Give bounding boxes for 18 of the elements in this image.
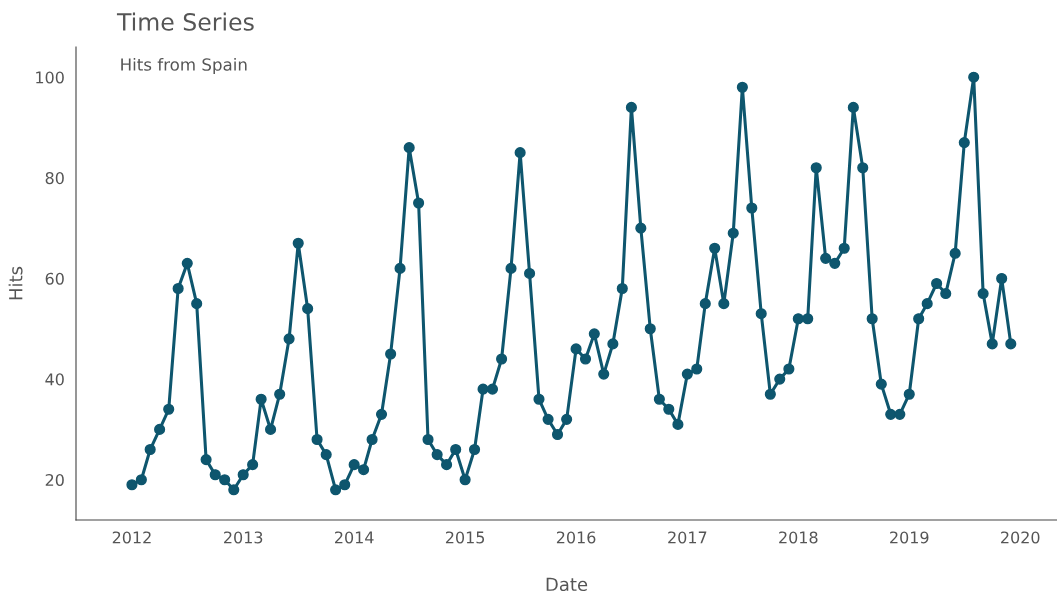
x-tick-label: 2015: [445, 531, 485, 544]
y-tick-label: 20: [45, 473, 64, 487]
x-tick-label: 2016: [556, 531, 596, 544]
x-tick-label: 2014: [335, 531, 374, 544]
x-tick-label: 2013: [224, 531, 263, 544]
y-tick-label: 100: [36, 71, 64, 84]
y-tick-label: 60: [45, 272, 64, 285]
y-tick-label: 40: [45, 373, 64, 386]
x-tick-label: 2020: [1001, 531, 1040, 544]
chart-title: Time Series: [116, 12, 254, 31]
x-axis-title: Date: [546, 577, 588, 592]
y-axis-title: Hits: [8, 266, 23, 300]
x-tick-label: 2019: [890, 531, 929, 544]
text: Hits from Spain: [121, 57, 247, 75]
x-tick-label: 2012: [112, 531, 151, 544]
y-tick-label: 80: [45, 172, 64, 185]
x-tick-label: 2017: [668, 531, 707, 544]
x-tick-label: 2018: [779, 531, 818, 544]
